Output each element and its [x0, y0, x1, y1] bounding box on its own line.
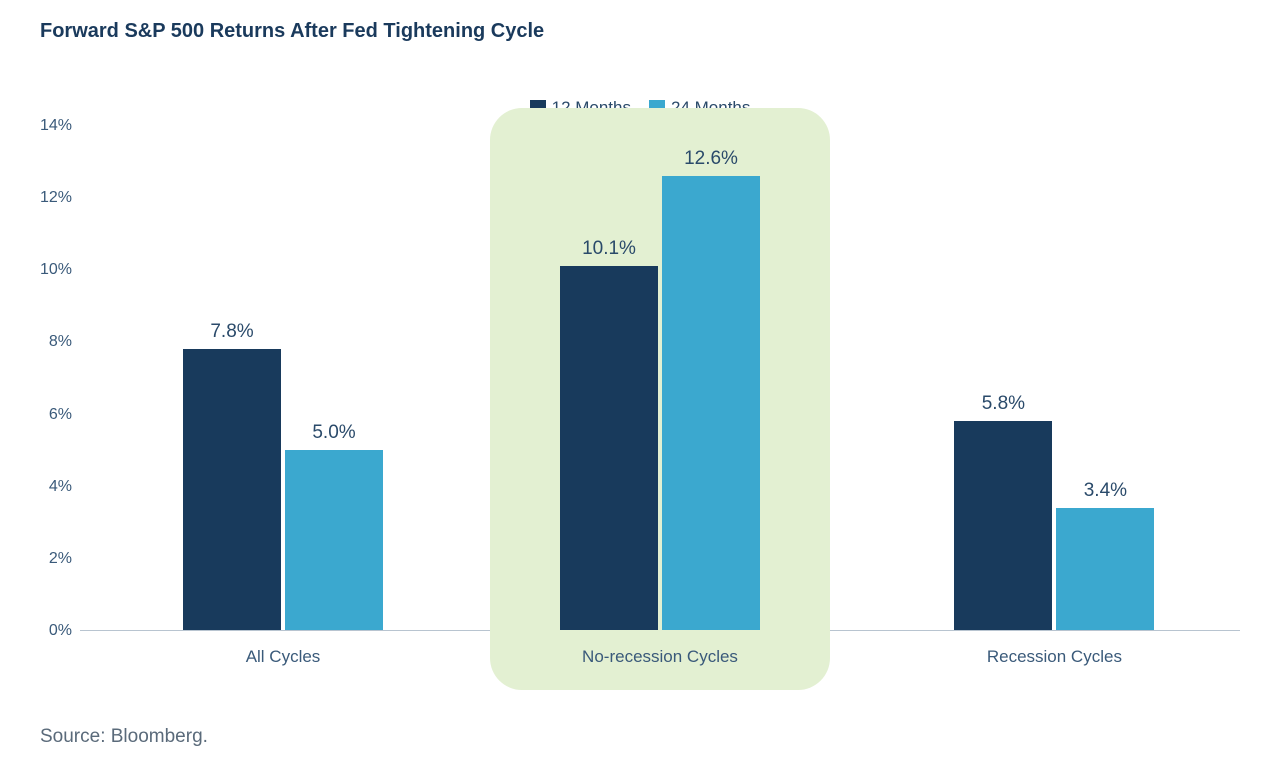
y-tick: 4%: [49, 478, 72, 496]
y-tick: 14%: [40, 117, 72, 135]
chart-container: Forward S&P 500 Returns After Fed Tighte…: [40, 20, 1240, 671]
bar-value-label: 5.0%: [312, 422, 355, 444]
bar: 5.8%: [954, 421, 1052, 630]
bar: 5.0%: [285, 450, 383, 630]
y-tick: 2%: [49, 550, 72, 568]
bar: 3.4%: [1056, 508, 1154, 630]
plot-area: 7.8%5.0%10.1%12.6%5.8%3.4%: [80, 126, 1240, 631]
bar-value-label: 7.8%: [210, 321, 253, 343]
bar-value-label: 5.8%: [982, 393, 1025, 415]
plot: 0%2%4%6%8%10%12%14% 7.8%5.0%10.1%12.6%5.…: [80, 126, 1240, 631]
bar-group: 7.8%5.0%: [183, 126, 383, 630]
bar-group: 10.1%12.6%: [560, 126, 760, 630]
y-tick: 10%: [40, 261, 72, 279]
bar-value-label: 3.4%: [1084, 480, 1127, 502]
bar: 7.8%: [183, 349, 281, 630]
source-text: Source: Bloomberg.: [40, 726, 208, 748]
bar-group: 5.8%3.4%: [954, 126, 1154, 630]
y-tick: 8%: [49, 333, 72, 351]
bar-value-label: 10.1%: [582, 238, 636, 260]
bar: 10.1%: [560, 266, 658, 630]
chart-title: Forward S&P 500 Returns After Fed Tighte…: [40, 20, 1240, 43]
x-category-label: Recession Cycles: [987, 647, 1122, 667]
bar: 12.6%: [662, 176, 760, 630]
x-axis: All Cycles No-recession Cycles Recession C…: [40, 631, 1240, 671]
y-tick: 12%: [40, 189, 72, 207]
x-category-label: No-recession Cycles: [582, 647, 738, 667]
x-category-label: All Cycles: [246, 647, 321, 667]
y-tick: 6%: [49, 406, 72, 424]
y-axis: 0%2%4%6%8%10%12%14%: [40, 126, 80, 631]
bar-value-label: 12.6%: [684, 148, 738, 170]
